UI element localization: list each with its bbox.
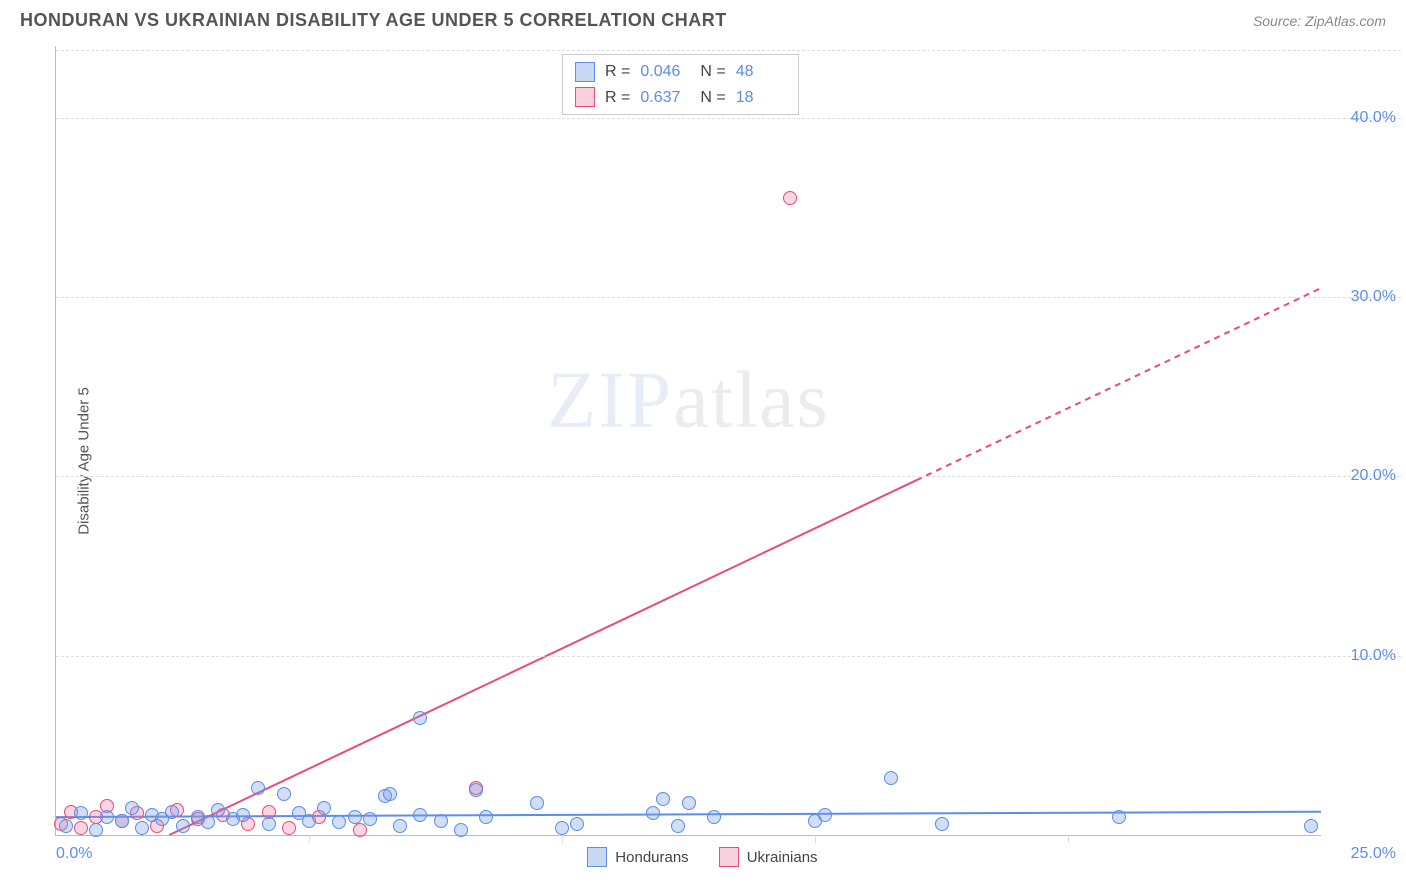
data-point: [135, 821, 149, 835]
trendlines-svg: [56, 46, 1321, 835]
data-point: [332, 815, 346, 829]
plot-area: ZIPatlas R = 0.046 N = 48 R = 0.637 N = …: [55, 46, 1321, 836]
data-point: [74, 821, 88, 835]
data-point: [363, 812, 377, 826]
data-point: [479, 810, 493, 824]
x-tick-max: 25.0%: [1351, 845, 1396, 863]
data-point: [251, 781, 265, 795]
y-tick-label: 20.0%: [1351, 467, 1396, 485]
data-point: [469, 783, 483, 797]
chart-container: Disability Age Under 5 ZIPatlas R = 0.04…: [0, 36, 1406, 886]
data-point: [125, 801, 139, 815]
gridline-h: [56, 118, 1401, 119]
swatch-pink-icon: [719, 847, 739, 867]
data-point: [89, 823, 103, 837]
data-point: [935, 817, 949, 831]
gridline-h: [56, 297, 1401, 298]
data-point: [884, 771, 898, 785]
y-tick-label: 30.0%: [1351, 288, 1396, 306]
data-point: [353, 823, 367, 837]
swatch-blue-icon: [575, 62, 595, 82]
data-point: [434, 814, 448, 828]
data-point: [262, 817, 276, 831]
data-point: [302, 814, 316, 828]
gridline-v: [1068, 835, 1069, 843]
watermark: ZIPatlas: [547, 356, 830, 447]
legend-item-ukrainians: Ukrainians: [719, 847, 818, 867]
data-point: [682, 796, 696, 810]
data-point: [59, 819, 73, 833]
data-point: [201, 815, 215, 829]
data-point: [165, 805, 179, 819]
data-point: [530, 796, 544, 810]
data-point: [211, 803, 225, 817]
data-point: [570, 817, 584, 831]
data-point: [277, 787, 291, 801]
data-point: [383, 787, 397, 801]
gridline-h: [56, 656, 1401, 657]
data-point: [176, 819, 190, 833]
gridline-v: [309, 835, 310, 843]
gridline-v: [815, 835, 816, 843]
data-point: [646, 806, 660, 820]
source-label: Source: ZipAtlas.com: [1253, 13, 1386, 29]
y-tick-label: 10.0%: [1351, 647, 1396, 665]
swatch-blue-icon: [587, 847, 607, 867]
data-point: [100, 810, 114, 824]
x-tick-min: 0.0%: [56, 845, 92, 863]
chart-title: HONDURAN VS UKRAINIAN DISABILITY AGE UND…: [20, 10, 727, 31]
legend: Hondurans Ukrainians: [587, 847, 817, 867]
data-point: [783, 191, 797, 205]
y-tick-label: 40.0%: [1351, 109, 1396, 127]
stats-row-hondurans: R = 0.046 N = 48: [575, 59, 786, 85]
data-point: [1304, 819, 1318, 833]
data-point: [707, 810, 721, 824]
data-point: [555, 821, 569, 835]
data-point: [74, 806, 88, 820]
gridline-h: [56, 50, 1401, 51]
data-point: [413, 711, 427, 725]
data-point: [236, 808, 250, 822]
data-point: [413, 808, 427, 822]
data-point: [348, 810, 362, 824]
data-point: [454, 823, 468, 837]
data-point: [656, 792, 670, 806]
legend-item-hondurans: Hondurans: [587, 847, 688, 867]
stats-row-ukrainians: R = 0.637 N = 18: [575, 85, 786, 111]
stats-box: R = 0.046 N = 48 R = 0.637 N = 18: [562, 54, 799, 115]
data-point: [317, 801, 331, 815]
swatch-pink-icon: [575, 87, 595, 107]
data-point: [671, 819, 685, 833]
data-point: [115, 814, 129, 828]
data-point: [1112, 810, 1126, 824]
gridline-h: [56, 476, 1401, 477]
data-point: [818, 808, 832, 822]
data-point: [393, 819, 407, 833]
data-point: [282, 821, 296, 835]
gridline-v: [562, 835, 563, 843]
